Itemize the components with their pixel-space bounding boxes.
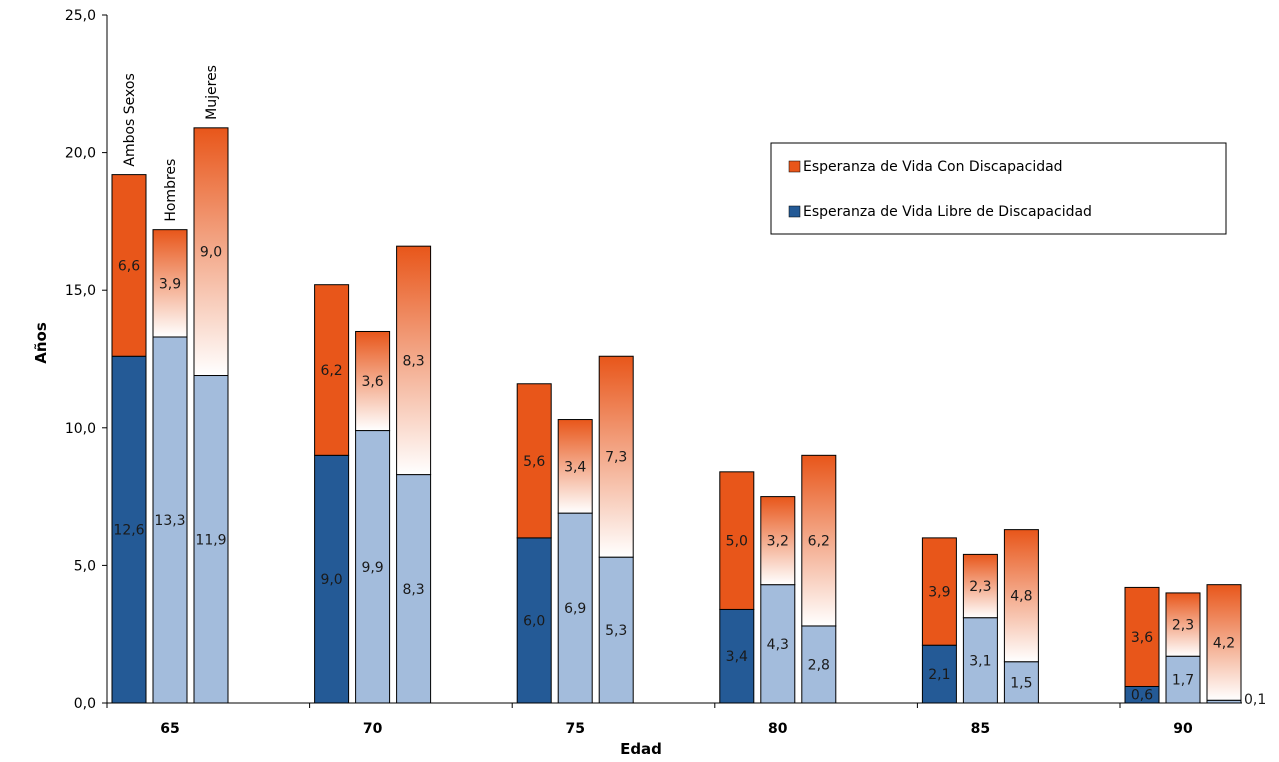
bar-libre-mujeres-65: [193, 375, 229, 704]
label-con-mujeres-90: 4,2: [1213, 635, 1235, 651]
bar-con-ambos-sexos-90: [1124, 586, 1160, 687]
label-libre-ambos-sexos-75: 6,0: [523, 613, 545, 629]
y-tick-label: 25,0: [65, 8, 96, 24]
label-libre-mujeres-65: 11,9: [195, 532, 226, 548]
label-con-hombres-70: 3,6: [361, 374, 383, 390]
bar-libre-ambos-sexos-65: [111, 355, 147, 704]
bar-libre-hombres-75: [557, 512, 593, 704]
label-libre-mujeres-70: 8,3: [402, 582, 424, 598]
bar-libre-mujeres-80: [801, 625, 837, 704]
legend-label-libre-discapacidad: Esperanza de Vida Libre de Discapacidad: [803, 204, 1092, 220]
label-libre-ambos-sexos-80: 3,4: [726, 649, 748, 665]
legend-swatch-libre-discapacidad: [788, 205, 801, 218]
label-libre-hombres-70: 9,9: [361, 560, 383, 576]
bar-libre-ambos-sexos-80: [719, 608, 755, 704]
label-libre-ambos-sexos-85: 2,1: [928, 667, 950, 683]
legend-swatch-con-discapacidad: [788, 160, 801, 173]
x-tick-label: 90: [1173, 721, 1193, 737]
bar-con-ambos-sexos-75: [516, 383, 552, 539]
label-libre-ambos-sexos-65: 12,6: [113, 523, 144, 539]
label-con-hombres-90: 2,3: [1172, 618, 1194, 634]
label-libre-hombres-90: 1,7: [1172, 673, 1194, 689]
label-libre-hombres-80: 4,3: [767, 637, 789, 653]
x-tick-label: 70: [363, 721, 383, 737]
y-tick-label: 0,0: [74, 696, 96, 712]
label-libre-mujeres-75: 5,3: [605, 623, 627, 639]
label-libre-mujeres-90: 0,1: [1244, 692, 1266, 708]
bar-con-mujeres-90: [1206, 584, 1242, 701]
label-libre-mujeres-80: 2,8: [808, 657, 830, 673]
y-tick-label: 15,0: [65, 283, 96, 299]
label-libre-ambos-sexos-70: 9,0: [320, 572, 342, 588]
bar-con-mujeres-70: [396, 245, 432, 476]
label-libre-ambos-sexos-90: 0,6: [1131, 688, 1153, 704]
label-con-mujeres-70: 8,3: [402, 353, 424, 369]
bar-con-hombres-70: [355, 330, 391, 432]
label-con-ambos-sexos-85: 3,9: [928, 585, 950, 601]
bar-con-hombres-65: [152, 229, 188, 338]
label-con-ambos-sexos-80: 5,0: [726, 534, 748, 550]
legend: Esperanza de Vida Con Discapacidad Esper…: [770, 142, 1227, 235]
bar-con-hombres-85: [962, 553, 998, 619]
legend-box: [770, 142, 1227, 235]
group-label-hombres: Hombres: [163, 159, 179, 222]
label-con-ambos-sexos-90: 3,6: [1131, 630, 1153, 646]
x-tick-label: 75: [565, 721, 584, 737]
x-tick-label: 85: [971, 721, 990, 737]
x-tick-label: 80: [768, 721, 788, 737]
group-label-ambos-sexos: Ambos Sexos: [122, 73, 138, 166]
bar-libre-hombres-90: [1165, 655, 1201, 704]
bar-libre-ambos-sexos-75: [516, 537, 552, 704]
x-axis-title: Edad: [620, 740, 662, 758]
label-con-ambos-sexos-75: 5,6: [523, 454, 545, 470]
bar-con-ambos-sexos-85: [921, 537, 957, 646]
bar-libre-mujeres-75: [598, 556, 634, 704]
label-libre-hombres-65: 13,3: [154, 513, 185, 529]
label-con-ambos-sexos-70: 6,2: [320, 363, 342, 379]
label-con-hombres-80: 3,2: [767, 534, 789, 550]
bars: [111, 127, 1242, 704]
y-tick-label: 5,0: [74, 558, 96, 574]
bar-con-mujeres-85: [1003, 529, 1039, 663]
x-tick-label: 65: [160, 721, 179, 737]
y-axis-title: Años: [32, 322, 50, 364]
label-con-hombres-75: 3,4: [564, 459, 586, 475]
bar-libre-hombres-70: [355, 430, 391, 704]
label-con-mujeres-75: 7,3: [605, 450, 627, 466]
bar-con-mujeres-75: [598, 355, 634, 558]
label-con-mujeres-65: 9,0: [200, 245, 222, 261]
bar-con-ambos-sexos-80: [719, 471, 755, 610]
bar-con-hombres-90: [1165, 592, 1201, 657]
bar-libre-ambos-sexos-70: [314, 454, 350, 704]
bar-con-hombres-80: [760, 496, 796, 586]
group-label-mujeres: Mujeres: [204, 65, 220, 120]
label-con-hombres-65: 3,9: [159, 276, 181, 292]
bar-libre-mujeres-70: [396, 474, 432, 704]
label-con-mujeres-85: 4,8: [1010, 589, 1032, 605]
y-tick-label: 10,0: [65, 421, 96, 437]
label-libre-hombres-85: 3,1: [969, 653, 991, 669]
segment-labels: 12,6 6,6 Ambos Sexos 13,3 3,9 Hombres 11,9 9,0 M…: [113, 65, 1266, 708]
y-tick-label: 20,0: [65, 146, 96, 162]
bar-con-mujeres-80: [801, 454, 837, 627]
bar-con-ambos-sexos-65: [111, 174, 147, 357]
bar-libre-mujeres-85: [1003, 661, 1039, 704]
label-libre-hombres-75: 6,9: [564, 601, 586, 617]
bar-con-mujeres-65: [193, 127, 229, 377]
label-con-hombres-85: 2,3: [969, 579, 991, 595]
bar-con-hombres-75: [557, 419, 593, 514]
bar-libre-ambos-sexos-85: [921, 644, 957, 704]
label-libre-mujeres-85: 1,5: [1010, 675, 1032, 691]
bar-libre-hombres-65: [152, 336, 188, 704]
label-con-mujeres-80: 6,2: [808, 534, 830, 550]
legend-label-con-discapacidad: Esperanza de Vida Con Discapacidad: [803, 159, 1063, 175]
bar-libre-hombres-85: [962, 617, 998, 704]
label-con-ambos-sexos-65: 6,6: [118, 258, 140, 274]
axes: 0,0 5,0 10,0 15,0 20,0 25,0 65 70 75 80 85 90: [65, 8, 1242, 737]
bar-con-ambos-sexos-70: [314, 284, 350, 456]
